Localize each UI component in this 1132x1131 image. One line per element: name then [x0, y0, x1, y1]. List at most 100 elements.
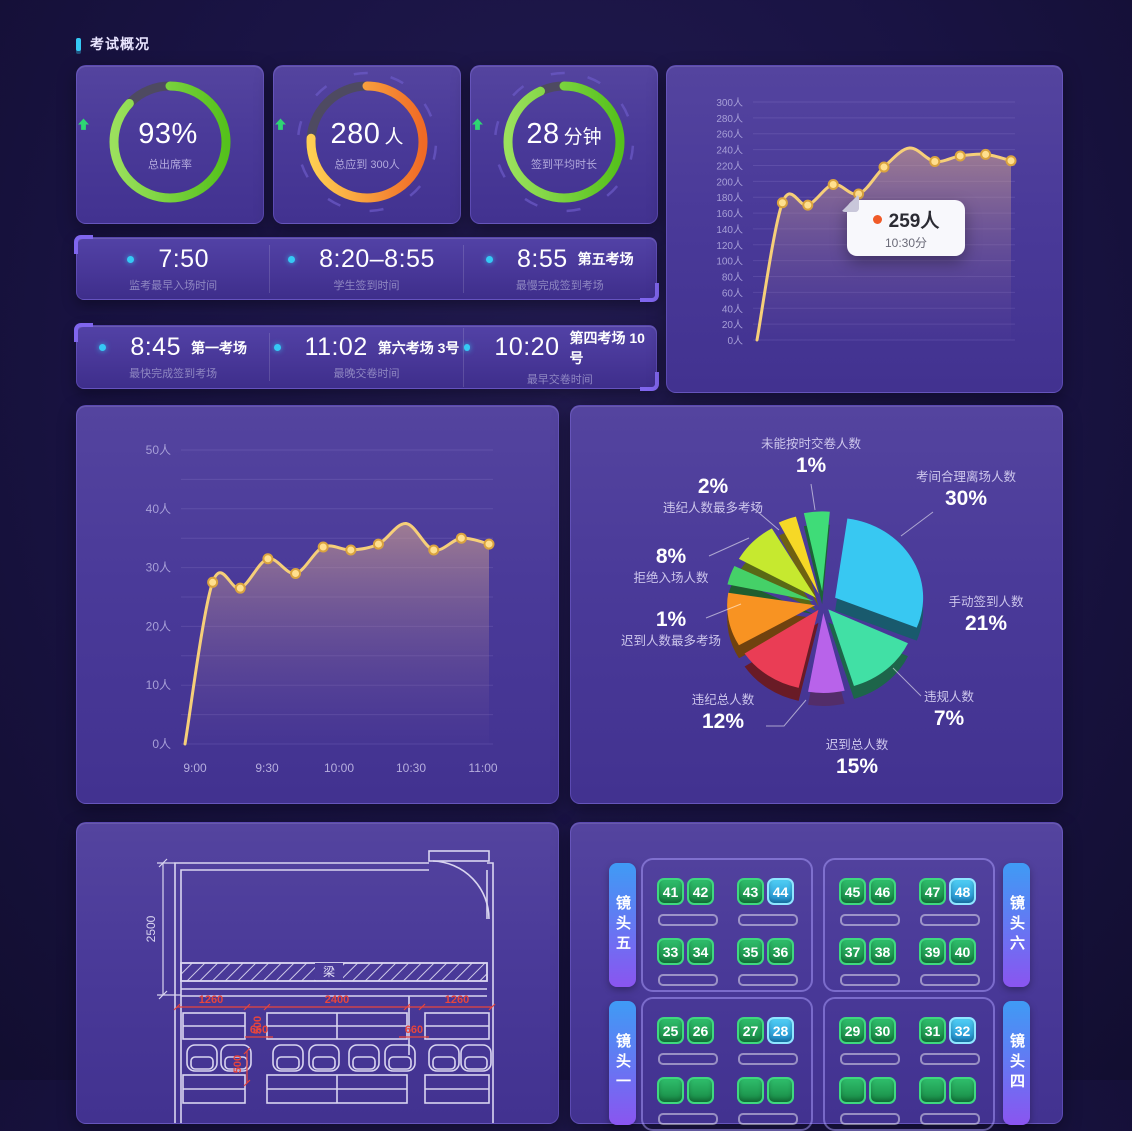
floor-plan-drawing: 2500 1260 500 2400 1260 660 660 500 梁 — [144, 850, 496, 1123]
seat-30[interactable]: 30 — [869, 1017, 896, 1044]
stat-fastest-checkin-room: 8:45 第一考场 最快完成签到考场 — [77, 333, 269, 381]
stat-label: 最早交卷时间 — [526, 373, 593, 386]
seat-31[interactable]: 31 — [919, 1017, 946, 1044]
desk-bar — [920, 974, 980, 986]
svg-text:0人: 0人 — [152, 737, 171, 751]
desk-bar — [920, 1113, 980, 1125]
stat-earliest-submit: 10:20 第四考场 10号 最早交卷时间 — [462, 327, 656, 387]
seat[interactable] — [657, 1077, 684, 1104]
pie-slice[interactable] — [744, 609, 819, 688]
stat-time: 11:02 — [304, 333, 368, 361]
pie-slice[interactable] — [727, 566, 814, 602]
svg-text:300人: 300人 — [716, 97, 743, 109]
desk-bar — [658, 914, 718, 926]
desk-bar — [840, 974, 900, 986]
svg-text:20人: 20人 — [146, 619, 171, 633]
pie-slice[interactable] — [803, 511, 830, 592]
stat-label: 监考最早入场时间 — [129, 279, 218, 292]
desk-bar — [738, 1113, 798, 1125]
desk-bar — [840, 1113, 900, 1125]
bullet-dot-icon — [485, 255, 493, 263]
seat[interactable] — [869, 1077, 896, 1104]
svg-text:11:00: 11:00 — [468, 761, 497, 775]
svg-text:280人: 280人 — [716, 113, 743, 125]
seat-48[interactable]: 48 — [949, 878, 976, 905]
seat-43[interactable]: 43 — [737, 878, 764, 905]
bullet-dot-icon — [127, 255, 135, 263]
svg-text:240人: 240人 — [716, 145, 743, 157]
dim-label-2400: 2400 — [325, 994, 349, 1006]
stat-latest-submit: 11:02 第六考场 3号 最晚交卷时间 — [269, 333, 462, 381]
desk-bar — [738, 1053, 798, 1065]
desk-bar — [658, 1113, 718, 1125]
stat-slowest-checkin-room: 8:55 第五考场 最慢完成签到考场 — [462, 244, 656, 293]
seat-45[interactable]: 45 — [839, 878, 866, 905]
seat[interactable] — [687, 1077, 714, 1104]
bullet-dot-icon — [99, 344, 107, 351]
seat-29[interactable]: 29 — [839, 1017, 866, 1044]
pie-slice[interactable] — [808, 612, 845, 693]
avg-checkin-ring — [493, 71, 635, 213]
stat-suffix: 第五考场 — [577, 251, 634, 267]
seat-monitor-card: 镜头五 镜头六 41 42 43 44 33 34 35 36 45 46 47 48 37 38 39 40 镜头… — [570, 822, 1063, 1131]
seat[interactable] — [919, 1077, 946, 1104]
svg-text:10人: 10人 — [146, 678, 171, 692]
checkin-trend-chart[interactable]: 0人 10人 20人 30人 40人 50人 9:00 9:30 10:00 10:30 11:00 — [77, 406, 558, 803]
seat-group-box — [823, 858, 995, 992]
seat[interactable] — [737, 1077, 764, 1104]
seat[interactable] — [767, 1077, 794, 1104]
seat[interactable] — [949, 1077, 976, 1104]
seat-34[interactable]: 34 — [687, 938, 714, 965]
desk-bar — [920, 914, 980, 926]
seat-39[interactable]: 39 — [919, 938, 946, 965]
white-dimension-2500 — [157, 858, 181, 1000]
seat-36[interactable]: 36 — [767, 938, 794, 965]
page-title: 考试概况 — [90, 36, 150, 52]
seat-40[interactable]: 40 — [949, 938, 976, 965]
seat[interactable] — [839, 1077, 866, 1104]
seat-41[interactable]: 41 — [657, 878, 684, 905]
dim-label-1260a: 1260 — [199, 994, 223, 1006]
bullet-dot-icon — [463, 344, 471, 351]
seat-42[interactable]: 42 — [687, 878, 714, 905]
camera-label-left: 镜头五 — [609, 863, 636, 987]
seat-25[interactable]: 25 — [657, 1017, 684, 1044]
seat-44[interactable]: 44 — [767, 878, 794, 905]
pie-slice[interactable] — [835, 518, 924, 628]
checked-in-ring — [296, 71, 438, 213]
stat-label: 最慢完成签到考场 — [515, 279, 604, 292]
pie-slice[interactable] — [738, 528, 816, 598]
svg-text:10:00: 10:00 — [324, 761, 354, 775]
checkin-trend-chart-card: 0人 10人 20人 30人 40人 50人 9:00 9:30 10:00 10:30 11:00 — [76, 405, 559, 804]
pie-slice[interactable] — [828, 609, 909, 686]
svg-text:220人: 220人 — [716, 160, 743, 172]
stat-suffix: 第六考场 3号 — [377, 339, 460, 356]
seat-47[interactable]: 47 — [919, 878, 946, 905]
pie-slice[interactable] — [727, 592, 816, 646]
stat-suffix: 第四考场 10号 — [569, 329, 645, 366]
seat-32[interactable]: 32 — [949, 1017, 976, 1044]
exam-breakdown-pie[interactable] — [571, 406, 1062, 803]
stat-bar-times-1: 7:50 监考最早入场时间 8:20–8:55 学生签到时间 8:55 第五考场… — [74, 235, 659, 302]
svg-text:60人: 60人 — [722, 287, 743, 299]
seat-33[interactable]: 33 — [657, 938, 684, 965]
seat-46[interactable]: 46 — [869, 878, 896, 905]
gauge-card-checked-in: 280 人 总应到 300人 — [273, 65, 461, 224]
stat-time: 8:45 — [130, 333, 181, 361]
stat-label: 最快完成签到考场 — [129, 368, 218, 380]
stat-time: 7:50 — [158, 244, 209, 273]
bullet-dot-icon — [273, 344, 281, 351]
header-accent-icon — [76, 37, 81, 51]
seat-35[interactable]: 35 — [737, 938, 764, 965]
seat-38[interactable]: 38 — [869, 938, 896, 965]
stat-earliest-proctor-entry: 7:50 监考最早入场时间 — [77, 245, 269, 293]
seat-28[interactable]: 28 — [767, 1017, 794, 1044]
seat-26[interactable]: 26 — [687, 1017, 714, 1044]
seat-27[interactable]: 27 — [737, 1017, 764, 1044]
seat-37[interactable]: 37 — [839, 938, 866, 965]
chart-tooltip: 259人 10:30分 — [847, 200, 965, 256]
svg-text:200人: 200人 — [716, 176, 743, 188]
pie-slice[interactable] — [778, 516, 819, 594]
gauge-card-attendance-rate: 93% 总出席率 — [76, 65, 264, 224]
svg-text:9:30: 9:30 — [255, 761, 279, 775]
